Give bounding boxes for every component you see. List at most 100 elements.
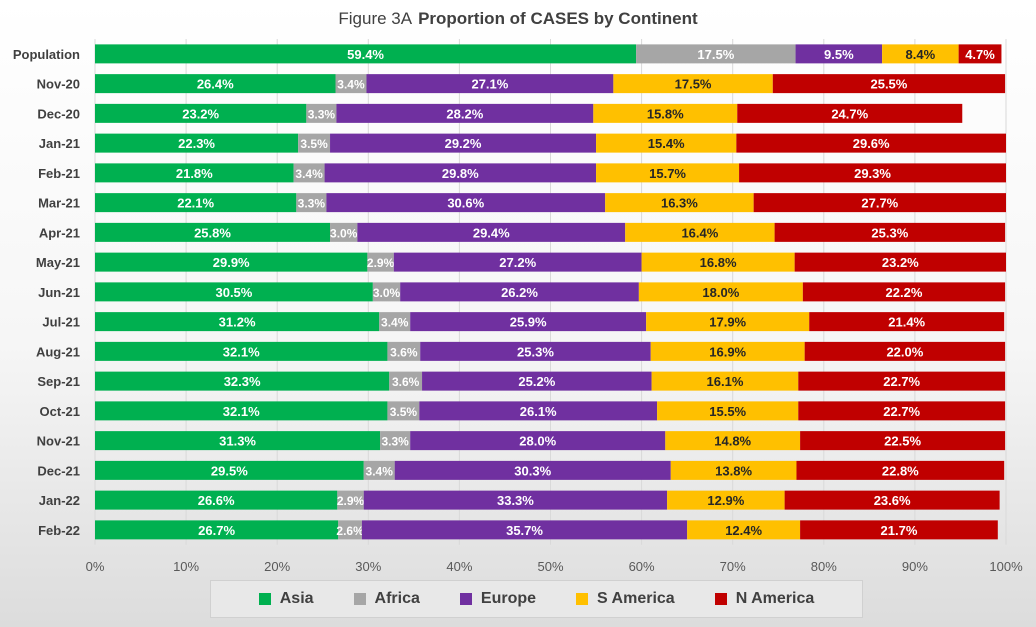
category-label: Feb-22 — [38, 523, 80, 538]
bar-segment-africa — [293, 163, 325, 183]
data-label: 12.9% — [707, 493, 744, 508]
data-label: 31.2% — [219, 315, 256, 330]
data-label: 29.2% — [445, 136, 482, 151]
bar-segment-s-america — [613, 74, 773, 94]
data-label: 29.6% — [853, 136, 890, 151]
category-label: Aug-21 — [36, 344, 80, 359]
data-label: 28.0% — [519, 434, 556, 449]
x-tick-label: 50% — [537, 559, 563, 574]
data-label: 25.5% — [870, 77, 907, 92]
x-tick-label: 30% — [355, 559, 381, 574]
data-label: 21.4% — [888, 315, 925, 330]
data-label: 25.3% — [871, 225, 908, 240]
bar-segment-asia — [95, 193, 297, 213]
category-label: May-21 — [36, 255, 80, 270]
data-label: 3.3% — [308, 107, 336, 121]
x-tick-label: 80% — [811, 559, 837, 574]
bar-segment-europe — [324, 163, 597, 183]
data-label: 8.4% — [906, 47, 936, 62]
x-tick-label: 100% — [989, 559, 1023, 574]
data-label: 15.7% — [649, 166, 686, 181]
data-label: 3.4% — [381, 316, 409, 330]
data-label: 9.5% — [824, 47, 854, 62]
bar-segment-n-america — [804, 341, 1006, 361]
data-label: 3.4% — [295, 167, 323, 181]
bar-segment-n-america — [737, 103, 963, 123]
category-label: Nov-20 — [37, 77, 80, 92]
data-label: 3.3% — [381, 435, 409, 449]
bar-segment-n-america — [796, 460, 1005, 480]
chart-title-prefix: Figure 3A — [338, 9, 413, 28]
bar-segment-asia — [95, 133, 299, 153]
data-label: 30.5% — [215, 285, 252, 300]
x-tick-label: 0% — [86, 559, 105, 574]
data-label: 2.9% — [337, 494, 365, 508]
bar-segment-africa — [338, 520, 362, 540]
bar-segment-europe — [326, 193, 606, 213]
data-label: 22.1% — [177, 196, 214, 211]
x-tick-label: 90% — [902, 559, 928, 574]
data-label: 22.2% — [886, 285, 923, 300]
bar-segment-europe — [419, 401, 658, 421]
bar-segment-africa — [387, 341, 421, 361]
category-label: Dec-21 — [37, 463, 80, 478]
bar-segment-asia — [95, 163, 294, 183]
data-label: 25.3% — [517, 344, 554, 359]
legend-item: S America — [576, 590, 675, 608]
legend-label: S America — [597, 590, 675, 607]
category-label: Mar-21 — [38, 196, 80, 211]
legend-item: N America — [714, 590, 814, 608]
legend-swatch — [353, 593, 366, 605]
bar-segment-s-america — [651, 371, 799, 391]
data-label: 2.6% — [336, 524, 364, 538]
data-label: 3.4% — [337, 78, 365, 92]
data-label: 28.2% — [446, 106, 483, 121]
bar-segment-africa — [363, 460, 395, 480]
legend-swatch — [576, 593, 589, 605]
bar-segment-s-america — [596, 133, 737, 153]
data-label: 30.6% — [447, 196, 484, 211]
data-label: 16.3% — [661, 196, 698, 211]
bar-segment-s-america — [605, 193, 754, 213]
x-tick-label: 70% — [720, 559, 746, 574]
bar-segment-n-america — [736, 133, 1006, 153]
bar-segment-europe — [366, 74, 614, 94]
data-label: 29.8% — [442, 166, 479, 181]
bar-segment-asia — [95, 341, 388, 361]
data-label: 14.8% — [714, 434, 751, 449]
chart-title: Figure 3A Proportion of CASES by Continen… — [0, 9, 1036, 29]
bar-segment-africa — [379, 312, 411, 332]
bar-segment-n-america — [798, 401, 1006, 421]
data-label: 22.3% — [178, 136, 215, 151]
x-tick-label: 40% — [446, 559, 472, 574]
data-label: 33.3% — [497, 493, 534, 508]
data-label: 3.5% — [390, 405, 418, 419]
data-label: 12.4% — [725, 523, 762, 538]
data-label: 26.7% — [198, 523, 235, 538]
data-label: 16.9% — [709, 344, 746, 359]
category-label: Jan-22 — [39, 493, 80, 508]
data-label: 22.5% — [884, 434, 921, 449]
bar-segment-europe — [400, 282, 639, 302]
chart-title-main: Proportion of CASES by Continent — [418, 9, 698, 28]
bar-segment-s-america — [667, 490, 785, 510]
bar-segment-s-america — [687, 520, 801, 540]
bar-segment-europe — [393, 252, 642, 272]
bar-segment-s-america — [646, 312, 810, 332]
bar-segment-n-america — [772, 74, 1006, 94]
bar-segment-africa — [636, 44, 796, 64]
category-label: Nov-21 — [37, 434, 80, 449]
bar-segment-europe — [357, 222, 626, 242]
bar-segment-asia — [95, 460, 364, 480]
bar-segment-s-america — [641, 252, 795, 272]
data-label: 16.8% — [700, 255, 737, 270]
category-label: Dec-20 — [37, 106, 80, 121]
bar-segment-s-america — [657, 401, 799, 421]
legend-swatch — [459, 593, 472, 605]
bar-segment-n-america — [784, 490, 1000, 510]
bar-segment-n-america — [800, 520, 998, 540]
bar-segment-europe — [420, 341, 651, 361]
data-label: 16.1% — [707, 374, 744, 389]
data-label: 26.1% — [520, 404, 557, 419]
